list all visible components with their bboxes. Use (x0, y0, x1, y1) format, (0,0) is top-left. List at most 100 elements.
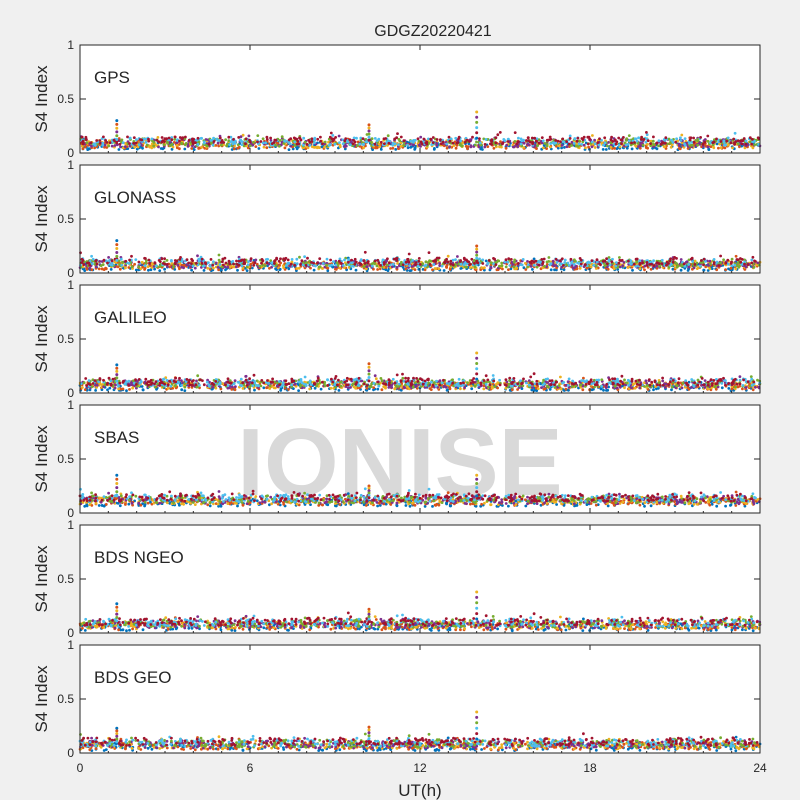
scatter-point (655, 141, 659, 145)
scatter-point (655, 147, 659, 151)
scatter-point (572, 266, 576, 270)
scatter-point (249, 257, 253, 261)
scatter-point (132, 141, 136, 145)
scatter-point (259, 384, 263, 388)
scatter-point (172, 265, 175, 269)
scatter-point (415, 384, 418, 388)
scatter-point (726, 136, 730, 140)
scatter-point (236, 268, 239, 272)
scatter-point (108, 141, 112, 145)
scatter-point (652, 388, 655, 392)
scatter-point (444, 260, 447, 263)
scatter-point (575, 139, 579, 143)
scatter-point (160, 136, 164, 139)
scatter-point (399, 144, 402, 148)
scatter-point (226, 265, 230, 269)
scatter-point (379, 264, 382, 267)
scatter-point (373, 262, 377, 266)
scatter-point (282, 266, 286, 270)
scatter-point (197, 257, 201, 261)
scatter-point (590, 259, 594, 262)
scatter-point (752, 265, 756, 269)
scatter-point (307, 138, 310, 142)
scatter-point (551, 141, 555, 145)
scatter-point (372, 386, 376, 389)
spike-point (475, 131, 479, 135)
scatter-point (577, 142, 581, 146)
scatter-point (264, 141, 267, 145)
scatter-point (343, 145, 346, 148)
scatter-point (508, 264, 512, 267)
scatter-point (679, 258, 683, 261)
scatter-point (608, 263, 612, 267)
scatter-point (530, 136, 534, 140)
spike-point (475, 244, 479, 248)
scatter-point (390, 386, 394, 389)
scatter-point (187, 261, 191, 265)
scatter-point (233, 142, 237, 145)
scatter-point (88, 263, 92, 267)
scatter-point (124, 266, 127, 270)
scatter-point (542, 146, 545, 150)
scatter-point (473, 265, 477, 269)
scatter-point (375, 139, 379, 143)
scatter-point (702, 257, 706, 261)
scatter-point (536, 387, 540, 390)
scatter-point (128, 137, 132, 140)
scatter-point (448, 139, 452, 143)
scatter-point (442, 144, 446, 148)
scatter-point (712, 262, 716, 266)
scatter-point (688, 141, 691, 145)
scatter-point (98, 142, 102, 145)
scatter-point (424, 263, 428, 267)
scatter-point (427, 251, 431, 255)
scatter-point (264, 258, 268, 261)
scatter-point (699, 136, 702, 139)
scatter-point (310, 145, 314, 149)
scatter-point (170, 259, 173, 262)
scatter-point (491, 386, 494, 390)
scatter-point (638, 386, 642, 390)
scatter-point (489, 261, 493, 265)
scatter-point (486, 145, 490, 149)
scatter-point (693, 263, 697, 266)
scatter-point (280, 135, 284, 139)
scatter-point (84, 145, 87, 149)
spike-point (367, 132, 371, 136)
scatter-point (712, 146, 716, 150)
scatter-point (114, 383, 117, 387)
scatter-point (339, 261, 343, 265)
scatter-point (275, 257, 279, 261)
scatter-point (542, 257, 546, 261)
scatter-point (696, 139, 700, 143)
scatter-point (125, 389, 128, 393)
scatter-point (101, 141, 105, 145)
scatter-point (154, 264, 158, 268)
scatter-point (130, 381, 133, 385)
scatter-point (590, 145, 594, 149)
scatter-point (734, 385, 737, 389)
scatter-point (682, 262, 686, 266)
scatter-point (547, 256, 551, 259)
y-axis-label: S4 Index (32, 185, 51, 253)
scatter-point (190, 147, 194, 150)
scatter-point (319, 135, 322, 139)
scatter-point (117, 387, 120, 391)
scatter-point (660, 258, 664, 262)
scatter-point (134, 258, 138, 261)
scatter-point (113, 144, 117, 147)
scatter-point (158, 269, 162, 272)
scatter-point (499, 140, 502, 144)
scatter-point (216, 139, 220, 142)
spike-point (367, 138, 371, 142)
scatter-point (283, 146, 287, 150)
scatter-point (621, 264, 625, 268)
scatter-point (155, 138, 159, 142)
scatter-point (607, 256, 611, 259)
scatter-point (107, 144, 111, 148)
scatter-point (242, 262, 246, 265)
scatter-point (293, 263, 296, 267)
scatter-point (312, 268, 316, 272)
scatter-point (261, 137, 265, 141)
